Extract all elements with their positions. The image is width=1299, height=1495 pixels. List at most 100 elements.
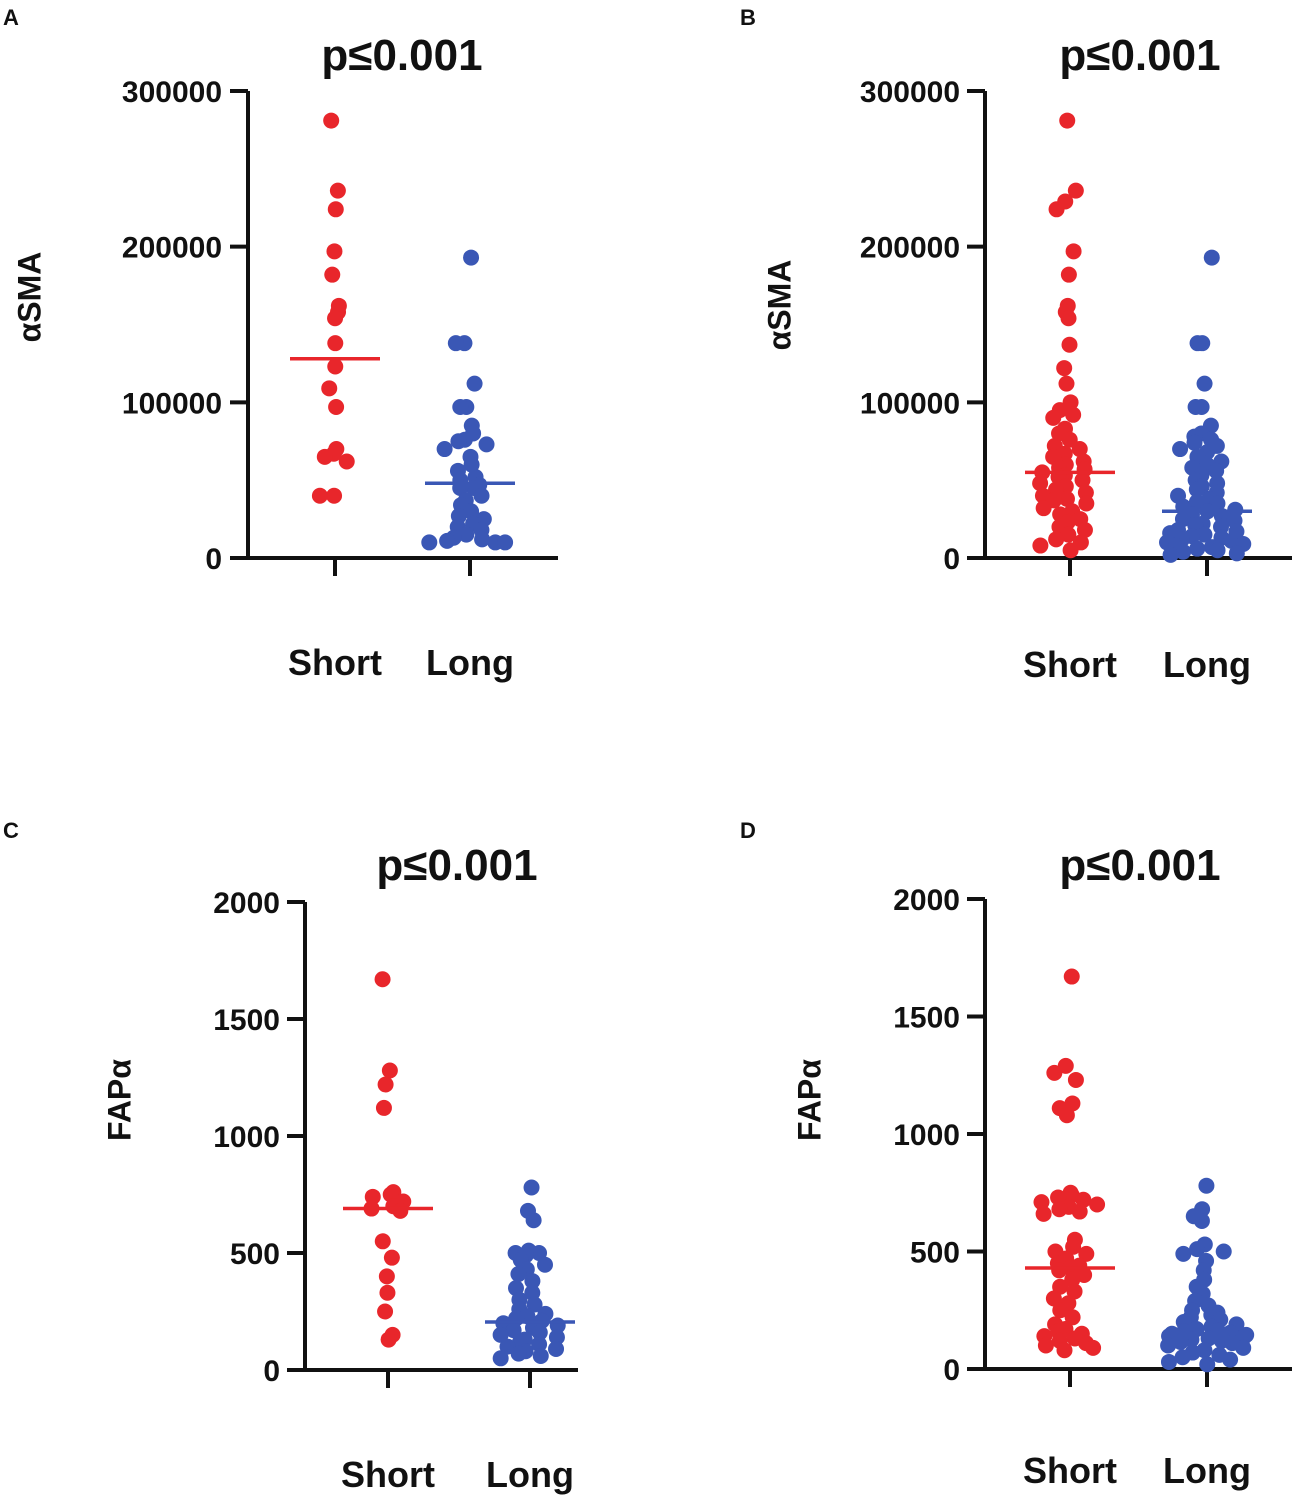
data-point <box>452 399 469 416</box>
y-tick-label: 1500 <box>893 1002 960 1035</box>
y-tick-label: 0 <box>943 1354 960 1387</box>
panel-a: Ap≤0.001 αSMA 0 100000 200000 300000 Short Long <box>3 5 558 683</box>
data-point <box>1187 399 1204 416</box>
data-point <box>1071 441 1088 458</box>
data-point <box>1078 1245 1095 1262</box>
data-point <box>1058 1107 1075 1124</box>
data-point <box>324 266 341 283</box>
data-point <box>492 1350 509 1367</box>
panel-b: Bp≤0.001 αSMA 0 100000 200000 300000 Short Long <box>740 5 1292 685</box>
data-point <box>1160 1337 1177 1354</box>
data-point <box>531 1336 548 1353</box>
data-point <box>505 1322 522 1339</box>
data-point <box>364 1188 381 1205</box>
y-axis-label: αSMA <box>11 252 47 343</box>
panel-d: Dp≤0.001 FAPα 0 500 1000 1500 2000 Short Long <box>740 818 1292 1491</box>
series-short <box>290 112 380 504</box>
panel-letter: A <box>3 5 19 30</box>
data-point <box>1209 542 1226 559</box>
chart-title: p≤0.001 <box>1059 841 1220 890</box>
y-tick-label: 300000 <box>860 76 960 109</box>
data-point <box>478 436 495 453</box>
data-point <box>379 1284 396 1301</box>
data-point <box>463 503 480 520</box>
data-point <box>450 433 467 450</box>
data-point <box>1035 500 1052 517</box>
data-point <box>1065 406 1082 423</box>
data-point <box>473 487 490 504</box>
data-point <box>1067 182 1084 199</box>
series-long <box>421 249 515 551</box>
data-point <box>1032 537 1049 554</box>
panel-c: Cp≤0.001 FAPα 0 500 1000 1500 2000 Short Long <box>3 818 578 1495</box>
data-point <box>548 1340 565 1357</box>
data-point <box>466 375 483 392</box>
data-point <box>329 182 346 199</box>
data-point <box>463 456 480 473</box>
chart-title: p≤0.001 <box>1059 31 1220 80</box>
data-point <box>1051 1262 1068 1279</box>
y-axis-label: FAPα <box>101 1059 137 1141</box>
series-short <box>1025 968 1115 1359</box>
data-point <box>1172 441 1189 458</box>
data-point <box>1035 1205 1052 1222</box>
data-point <box>458 526 475 543</box>
panel-letter: D <box>740 818 756 843</box>
data-point <box>421 534 438 551</box>
data-point <box>1189 1241 1206 1258</box>
y-tick-label: 200000 <box>860 232 960 265</box>
data-point <box>1064 1309 1081 1326</box>
y-tick-label: 100000 <box>860 387 960 420</box>
data-point <box>1228 545 1245 562</box>
data-point <box>1060 266 1077 283</box>
y-tick-label: 0 <box>943 543 960 576</box>
data-point <box>1189 335 1206 352</box>
data-point <box>531 1324 548 1341</box>
data-point <box>1208 462 1225 479</box>
series-short <box>1025 112 1115 559</box>
x-tick-label-long: Long <box>426 642 514 683</box>
data-point <box>323 112 340 129</box>
data-point <box>436 441 453 458</box>
data-point <box>381 1062 398 1079</box>
data-point <box>497 534 514 551</box>
x-tick-label-long: Long <box>1163 1450 1251 1491</box>
data-point <box>447 335 464 352</box>
data-point <box>510 1345 527 1362</box>
data-point <box>1061 431 1078 448</box>
x-tick-label-short: Short <box>1023 1450 1117 1491</box>
data-point <box>328 399 345 416</box>
data-point <box>1066 1283 1083 1300</box>
data-point <box>1160 1353 1177 1370</box>
y-tick-label: 2000 <box>893 884 960 917</box>
data-point <box>377 1303 394 1320</box>
data-point <box>1050 1189 1067 1206</box>
data-point <box>338 453 355 470</box>
data-point <box>1065 1238 1082 1255</box>
x-tick-label-long: Long <box>486 1454 574 1495</box>
data-point <box>1174 1349 1191 1366</box>
data-point <box>1175 1245 1192 1262</box>
y-tick-label: 2000 <box>213 887 280 920</box>
data-point <box>316 448 333 465</box>
y-tick-label: 200000 <box>122 232 222 265</box>
chart-title: p≤0.001 <box>376 841 537 890</box>
data-point <box>1186 434 1203 451</box>
data-point <box>524 1273 541 1290</box>
data-point <box>1071 1203 1088 1220</box>
y-tick-label: 500 <box>910 1237 960 1270</box>
data-point <box>327 358 344 375</box>
data-point <box>1060 310 1077 327</box>
data-point <box>474 531 491 548</box>
data-point <box>526 1296 543 1313</box>
data-point <box>1078 495 1095 512</box>
data-point <box>1235 1339 1252 1356</box>
panel-letter: C <box>3 818 19 843</box>
data-point <box>1032 475 1049 492</box>
data-point <box>380 1331 397 1348</box>
data-point <box>1162 546 1179 563</box>
data-point <box>1076 521 1093 538</box>
data-point <box>1057 1057 1074 1074</box>
data-point <box>1193 1212 1210 1229</box>
data-point <box>1074 472 1091 489</box>
